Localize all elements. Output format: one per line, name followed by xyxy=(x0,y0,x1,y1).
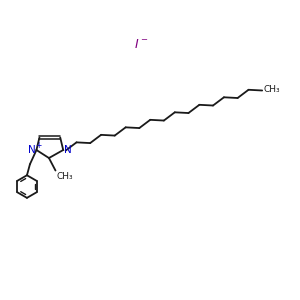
Text: N: N xyxy=(28,145,36,155)
Text: CH₃: CH₃ xyxy=(263,85,280,94)
Text: N: N xyxy=(64,145,72,155)
Text: −: − xyxy=(140,34,147,43)
Text: +: + xyxy=(35,141,41,150)
Text: I: I xyxy=(135,38,139,51)
Text: CH₃: CH₃ xyxy=(56,172,73,181)
